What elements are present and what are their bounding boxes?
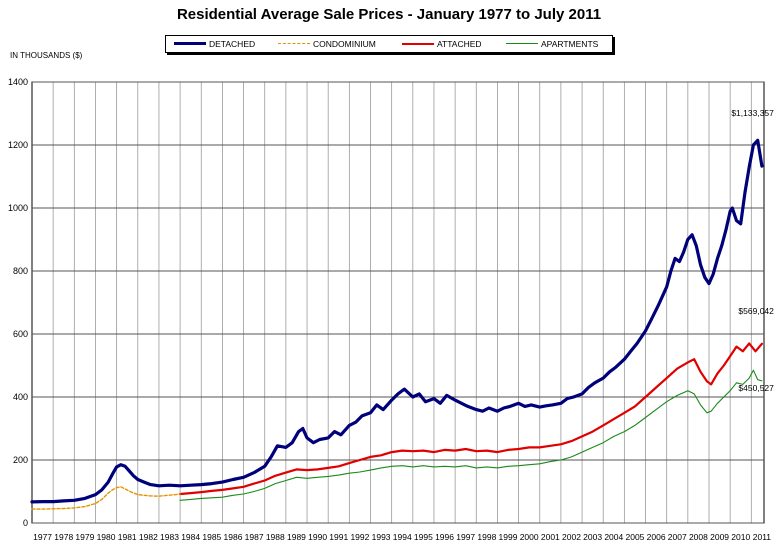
x-tick-label: 1979 [75, 532, 94, 542]
x-tick-label: 1995 [414, 532, 433, 542]
x-tick-label: 2007 [668, 532, 687, 542]
x-tick-label: 1993 [372, 532, 391, 542]
x-tick-label: 2003 [583, 532, 602, 542]
x-tick-label: 1986 [224, 532, 243, 542]
x-tick-label: 2010 [731, 532, 750, 542]
x-tick-label: 2008 [689, 532, 708, 542]
y-tick-label: 1200 [8, 140, 28, 150]
x-tick-label: 1999 [499, 532, 518, 542]
y-tick-label: 1400 [8, 77, 28, 87]
x-tick-label: 1983 [160, 532, 179, 542]
y-tick-label: 0 [23, 518, 28, 528]
x-tick-label: 2005 [625, 532, 644, 542]
y-tick-label: 200 [13, 455, 28, 465]
value-annotation: $569,042 [738, 306, 774, 316]
x-tick-label: 1985 [202, 532, 221, 542]
x-tick-label: 1989 [287, 532, 306, 542]
x-tick-label: 1982 [139, 532, 158, 542]
x-tick-label: 1994 [393, 532, 412, 542]
x-tick-label: 1996 [435, 532, 454, 542]
series-line-apartments [179, 369, 763, 501]
value-annotation: $450,527 [738, 383, 774, 393]
x-tick-label: 1981 [118, 532, 137, 542]
series-line-attached [179, 342, 763, 496]
x-tick-label: 1997 [456, 532, 475, 542]
x-tick-label: 2009 [710, 532, 729, 542]
y-tick-label: 1000 [8, 203, 28, 213]
x-tick-label: 1978 [54, 532, 73, 542]
y-axis-unit-label: IN THOUSANDS ($) [10, 51, 83, 60]
legend-swatch-attached [402, 43, 434, 45]
plot-frame [31, 81, 765, 524]
x-tick-label: 1988 [266, 532, 285, 542]
legend: DETACHED CONDOMINIUM ATTACHED APARTMENTS [165, 35, 613, 53]
legend-swatch-detached [174, 42, 206, 45]
x-tick-label: 1980 [97, 532, 116, 542]
x-tick-label: 1984 [181, 532, 200, 542]
series-line-condominium [31, 486, 181, 510]
x-tick-label: 2000 [520, 532, 539, 542]
y-tick-label: 800 [13, 266, 28, 276]
x-tick-label: 1991 [329, 532, 348, 542]
x-tick-label: 1977 [33, 532, 52, 542]
legend-label-condominium: CONDOMINIUM [313, 39, 376, 49]
x-tick-label: 2004 [604, 532, 623, 542]
legend-swatch-apartments [506, 43, 538, 44]
value-annotation: $1,133,357 [731, 108, 774, 118]
x-tick-label: 1992 [350, 532, 369, 542]
legend-label-apartments: APARTMENTS [541, 39, 599, 49]
series-line-detached [30, 138, 764, 504]
x-tick-label: 2001 [541, 532, 560, 542]
x-tick-label: 2002 [562, 532, 581, 542]
legend-swatch-condominium [278, 43, 310, 44]
x-tick-label: 1987 [245, 532, 264, 542]
legend-label-detached: DETACHED [209, 39, 256, 49]
y-tick-label: 600 [13, 329, 28, 339]
x-tick-label: 2006 [647, 532, 666, 542]
x-tick-label: 1990 [308, 532, 327, 542]
x-tick-label: 1998 [477, 532, 496, 542]
chart-title: Residential Average Sale Prices - Januar… [176, 6, 602, 23]
x-tick-label: 2011 [753, 532, 772, 542]
legend-label-attached: ATTACHED [437, 39, 482, 49]
y-tick-label: 400 [13, 392, 28, 402]
